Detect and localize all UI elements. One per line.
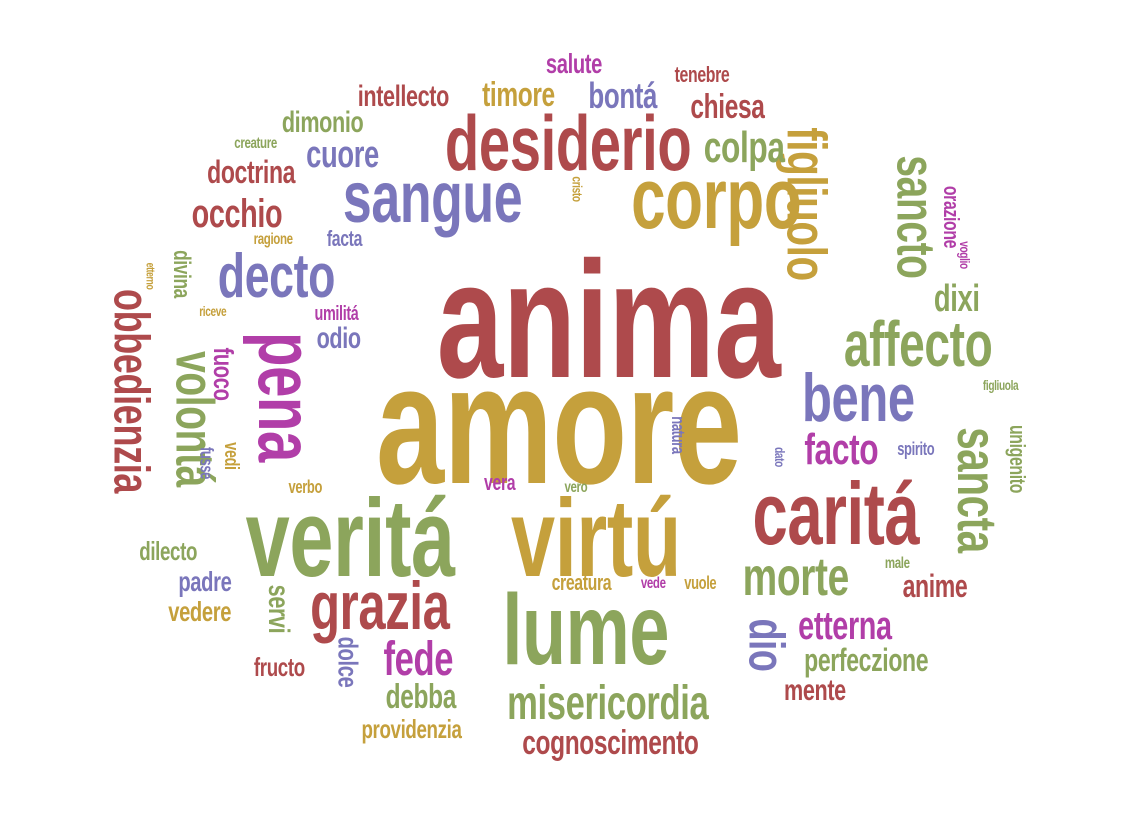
- word-perfeczione: perfeczione: [804, 642, 929, 678]
- word-unigenito: unigenito: [1005, 424, 1031, 494]
- word-fede: fede: [383, 633, 454, 686]
- word-figliuolo: figliuolo: [775, 127, 839, 281]
- word-virtu: virtú: [511, 477, 681, 600]
- word-pena: pena: [242, 332, 331, 462]
- word-facta: facta: [326, 226, 363, 251]
- word-vuole: vuole: [684, 573, 717, 593]
- word-grazia: grazia: [310, 568, 450, 644]
- word-vedi: vedi: [220, 442, 243, 470]
- word-etterna: etterna: [798, 604, 892, 648]
- word-creature: creature: [234, 135, 277, 152]
- word-facto: facto: [804, 425, 879, 474]
- word-cognoscimento: cognoscimento: [522, 724, 699, 762]
- word-sancto: sancto: [885, 155, 946, 279]
- word-ragione: ragione: [253, 231, 293, 248]
- word-vedere: vedere: [168, 596, 232, 627]
- word-dixi: dixi: [933, 278, 980, 320]
- word-sancta: sancta: [946, 427, 1010, 553]
- word-bene: bene: [801, 360, 915, 436]
- word-salute: salute: [545, 48, 603, 79]
- word-dilecto: dilecto: [139, 536, 198, 566]
- word-padre: padre: [178, 566, 232, 597]
- word-tenebre: tenebre: [674, 62, 730, 87]
- word-decto: decto: [217, 242, 336, 311]
- word-occhio: occhio: [191, 192, 283, 236]
- word-male: male: [884, 555, 910, 572]
- word-providenzia: providenzia: [361, 714, 462, 744]
- word-intellecto: intellecto: [357, 80, 450, 113]
- word-affecto: affecto: [843, 308, 993, 380]
- word-cuore: cuore: [306, 134, 379, 176]
- word-morte: morte: [742, 547, 850, 607]
- word-lume: lume: [502, 574, 670, 686]
- word-anima: anima: [436, 228, 781, 413]
- word-dio: dio: [738, 618, 795, 672]
- word-odio: odio: [316, 322, 362, 355]
- word-divina: divina: [168, 250, 196, 298]
- word-desiderio: desiderio: [444, 99, 692, 187]
- word-orazione: orazione: [939, 185, 965, 249]
- word-obbedienzia: obbedienzia: [103, 288, 160, 494]
- word-misericordia: misericordia: [507, 677, 709, 730]
- word-etterno: etterno: [143, 262, 158, 290]
- word-anime: anime: [902, 568, 968, 604]
- word-timore: timore: [482, 76, 555, 114]
- word-servi: servi: [261, 584, 295, 634]
- word-voglio: voglio: [957, 241, 974, 269]
- word-umilita: umilitá: [314, 303, 359, 325]
- word-debba: debba: [385, 678, 457, 716]
- word-chiesa: chiesa: [690, 88, 765, 126]
- word-doctrina: doctrina: [207, 154, 296, 190]
- word-figliuola: figliuola: [982, 377, 1019, 393]
- word-spirito: spirito: [897, 439, 935, 459]
- word-cristo: cristo: [569, 176, 586, 202]
- word-bonta: bontá: [588, 75, 658, 116]
- word-corpo: corpo: [631, 151, 802, 247]
- word-dolce: dolce: [332, 636, 364, 688]
- word-sangue: sangue: [342, 158, 523, 238]
- word-mente: mente: [784, 674, 846, 707]
- word-vede: vede: [640, 575, 666, 592]
- word-fuoco: fuoco: [207, 347, 239, 401]
- word-fusse: fusse: [196, 446, 217, 480]
- word-carita: caritá: [752, 464, 920, 563]
- word-natura: natura: [668, 416, 689, 454]
- word-colpa: colpa: [703, 123, 785, 172]
- word-dato: dato: [771, 447, 788, 467]
- word-vero: vero: [564, 479, 588, 496]
- word-creatura: creatura: [551, 570, 612, 595]
- word-fructo: fructo: [253, 652, 305, 682]
- word-vera: vera: [484, 470, 516, 495]
- word-verbo: verbo: [288, 477, 323, 497]
- word-dimonio: dimonio: [281, 106, 364, 139]
- word-riceve: riceve: [199, 303, 227, 319]
- word-amore: amore: [376, 330, 742, 520]
- word-verita: veritá: [245, 477, 456, 600]
